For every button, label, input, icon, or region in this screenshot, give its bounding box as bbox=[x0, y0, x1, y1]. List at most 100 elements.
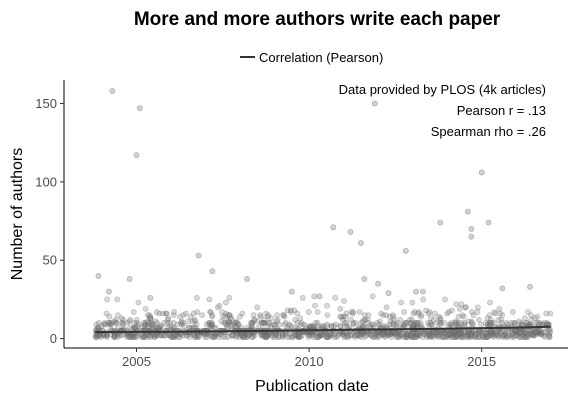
data-point bbox=[314, 334, 321, 340]
data-point bbox=[425, 330, 432, 337]
data-point bbox=[457, 334, 464, 340]
data-point bbox=[221, 319, 228, 326]
data-point bbox=[390, 321, 397, 328]
data-point bbox=[147, 334, 154, 340]
data-point bbox=[130, 334, 137, 340]
data-point bbox=[405, 330, 412, 337]
data-point bbox=[445, 330, 452, 337]
data-point bbox=[462, 304, 469, 311]
data-point bbox=[280, 312, 287, 318]
data-point bbox=[459, 334, 466, 340]
data-point bbox=[180, 312, 187, 318]
data-point bbox=[205, 319, 212, 326]
data-point bbox=[288, 334, 295, 340]
data-point bbox=[453, 319, 460, 326]
data-point bbox=[126, 276, 133, 282]
data-point bbox=[407, 332, 413, 339]
data-point bbox=[209, 313, 215, 320]
data-point bbox=[442, 334, 449, 340]
data-point bbox=[411, 321, 418, 328]
data-point bbox=[98, 334, 104, 340]
data-point bbox=[140, 334, 147, 340]
data-point bbox=[111, 334, 118, 340]
data-point bbox=[385, 330, 392, 337]
data-point bbox=[207, 332, 214, 339]
data-point bbox=[415, 309, 422, 315]
data-point bbox=[407, 319, 413, 326]
data-point bbox=[487, 316, 494, 323]
data-point bbox=[262, 319, 268, 326]
data-point bbox=[488, 332, 494, 339]
data-point bbox=[288, 323, 295, 329]
data-point bbox=[516, 334, 523, 340]
data-point bbox=[452, 319, 458, 326]
data-point bbox=[249, 334, 256, 340]
data-point bbox=[538, 330, 545, 337]
data-point bbox=[499, 319, 505, 326]
data-point bbox=[435, 313, 442, 320]
data-point bbox=[154, 319, 160, 326]
data-point bbox=[189, 324, 195, 331]
data-point bbox=[428, 332, 435, 339]
data-point bbox=[170, 334, 177, 340]
data-point bbox=[515, 330, 522, 337]
data-point bbox=[359, 318, 366, 325]
data-point bbox=[142, 332, 149, 339]
data-point bbox=[373, 332, 380, 339]
data-point bbox=[115, 312, 121, 318]
data-point bbox=[269, 332, 276, 339]
data-point bbox=[458, 330, 465, 337]
data-point bbox=[494, 330, 501, 337]
data-point bbox=[263, 334, 270, 340]
data-point bbox=[376, 318, 383, 325]
data-point bbox=[394, 330, 401, 337]
data-point bbox=[527, 327, 534, 334]
data-point bbox=[503, 334, 509, 340]
data-point bbox=[340, 332, 347, 339]
data-point bbox=[186, 324, 193, 331]
data-point bbox=[429, 332, 436, 339]
data-point bbox=[341, 319, 348, 326]
data-point bbox=[342, 313, 349, 320]
data-point bbox=[437, 319, 444, 326]
data-point bbox=[332, 321, 339, 328]
data-point bbox=[168, 334, 174, 340]
data-point bbox=[530, 332, 537, 339]
data-point bbox=[528, 316, 535, 323]
data-point bbox=[131, 334, 138, 340]
data-point bbox=[454, 330, 461, 337]
data-point bbox=[377, 330, 384, 337]
data-point bbox=[512, 319, 519, 326]
data-point bbox=[292, 332, 299, 339]
data-point bbox=[418, 312, 425, 318]
data-point bbox=[495, 316, 502, 323]
data-point bbox=[145, 319, 152, 326]
data-point bbox=[264, 313, 271, 320]
data-point bbox=[326, 334, 333, 340]
data-point bbox=[371, 334, 377, 340]
data-point bbox=[441, 329, 448, 336]
data-point bbox=[167, 332, 174, 339]
data-point bbox=[151, 332, 158, 339]
data-point bbox=[471, 334, 478, 340]
data-point bbox=[380, 330, 387, 337]
data-point bbox=[254, 318, 261, 325]
data-point bbox=[379, 330, 386, 337]
data-point bbox=[453, 301, 460, 307]
data-point bbox=[239, 332, 245, 339]
data-point bbox=[235, 321, 241, 328]
data-point bbox=[247, 319, 254, 326]
data-point bbox=[414, 332, 421, 339]
data-point bbox=[195, 252, 202, 259]
data-point bbox=[285, 323, 292, 329]
data-point bbox=[102, 321, 109, 328]
data-point bbox=[386, 313, 393, 320]
data-point bbox=[494, 327, 501, 334]
data-point bbox=[533, 329, 540, 336]
data-point bbox=[345, 334, 352, 340]
data-point bbox=[193, 332, 200, 339]
data-point bbox=[308, 332, 315, 339]
data-point bbox=[464, 329, 471, 336]
data-point bbox=[307, 323, 313, 329]
data-point bbox=[106, 321, 113, 328]
